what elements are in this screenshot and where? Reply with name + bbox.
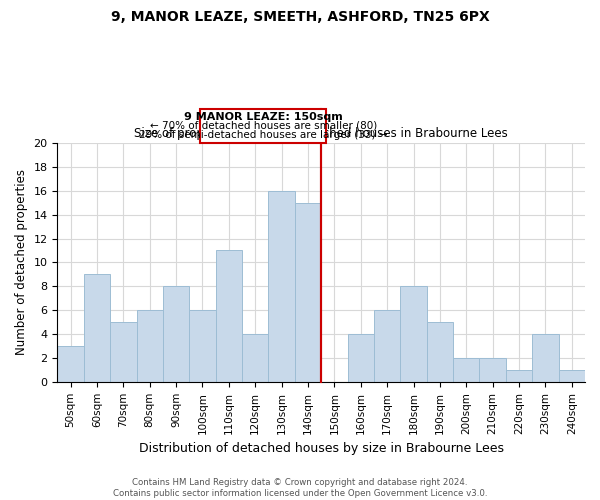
Bar — [532, 334, 559, 382]
Bar — [453, 358, 479, 382]
Bar — [84, 274, 110, 382]
Bar — [58, 346, 84, 382]
Text: Contains HM Land Registry data © Crown copyright and database right 2024.
Contai: Contains HM Land Registry data © Crown c… — [113, 478, 487, 498]
Text: 29% of semi-detached houses are larger (33) →: 29% of semi-detached houses are larger (… — [139, 130, 388, 140]
Bar — [427, 322, 453, 382]
Bar — [163, 286, 190, 382]
Bar — [559, 370, 585, 382]
Bar — [295, 202, 321, 382]
X-axis label: Distribution of detached houses by size in Brabourne Lees: Distribution of detached houses by size … — [139, 442, 504, 455]
Bar — [200, 110, 326, 143]
Text: 9 MANOR LEAZE: 150sqm: 9 MANOR LEAZE: 150sqm — [184, 112, 343, 122]
Bar — [215, 250, 242, 382]
Bar — [137, 310, 163, 382]
Bar — [347, 334, 374, 382]
Bar — [110, 322, 137, 382]
Text: ← 70% of detached houses are smaller (80): ← 70% of detached houses are smaller (80… — [149, 120, 377, 130]
Title: Size of property relative to detached houses in Brabourne Lees: Size of property relative to detached ho… — [134, 128, 508, 140]
Bar — [268, 190, 295, 382]
Bar — [479, 358, 506, 382]
Bar — [400, 286, 427, 382]
Bar — [506, 370, 532, 382]
Bar — [190, 310, 215, 382]
Y-axis label: Number of detached properties: Number of detached properties — [15, 170, 28, 356]
Bar — [374, 310, 400, 382]
Bar — [242, 334, 268, 382]
Text: 9, MANOR LEAZE, SMEETH, ASHFORD, TN25 6PX: 9, MANOR LEAZE, SMEETH, ASHFORD, TN25 6P… — [110, 10, 490, 24]
